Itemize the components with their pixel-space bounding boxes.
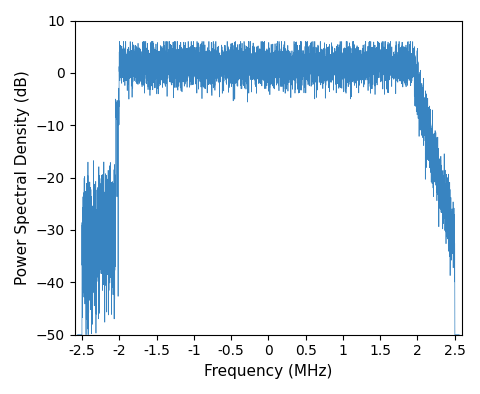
X-axis label: Frequency (MHz): Frequency (MHz) [204, 364, 332, 379]
Y-axis label: Power Spectral Density (dB): Power Spectral Density (dB) [15, 70, 30, 285]
